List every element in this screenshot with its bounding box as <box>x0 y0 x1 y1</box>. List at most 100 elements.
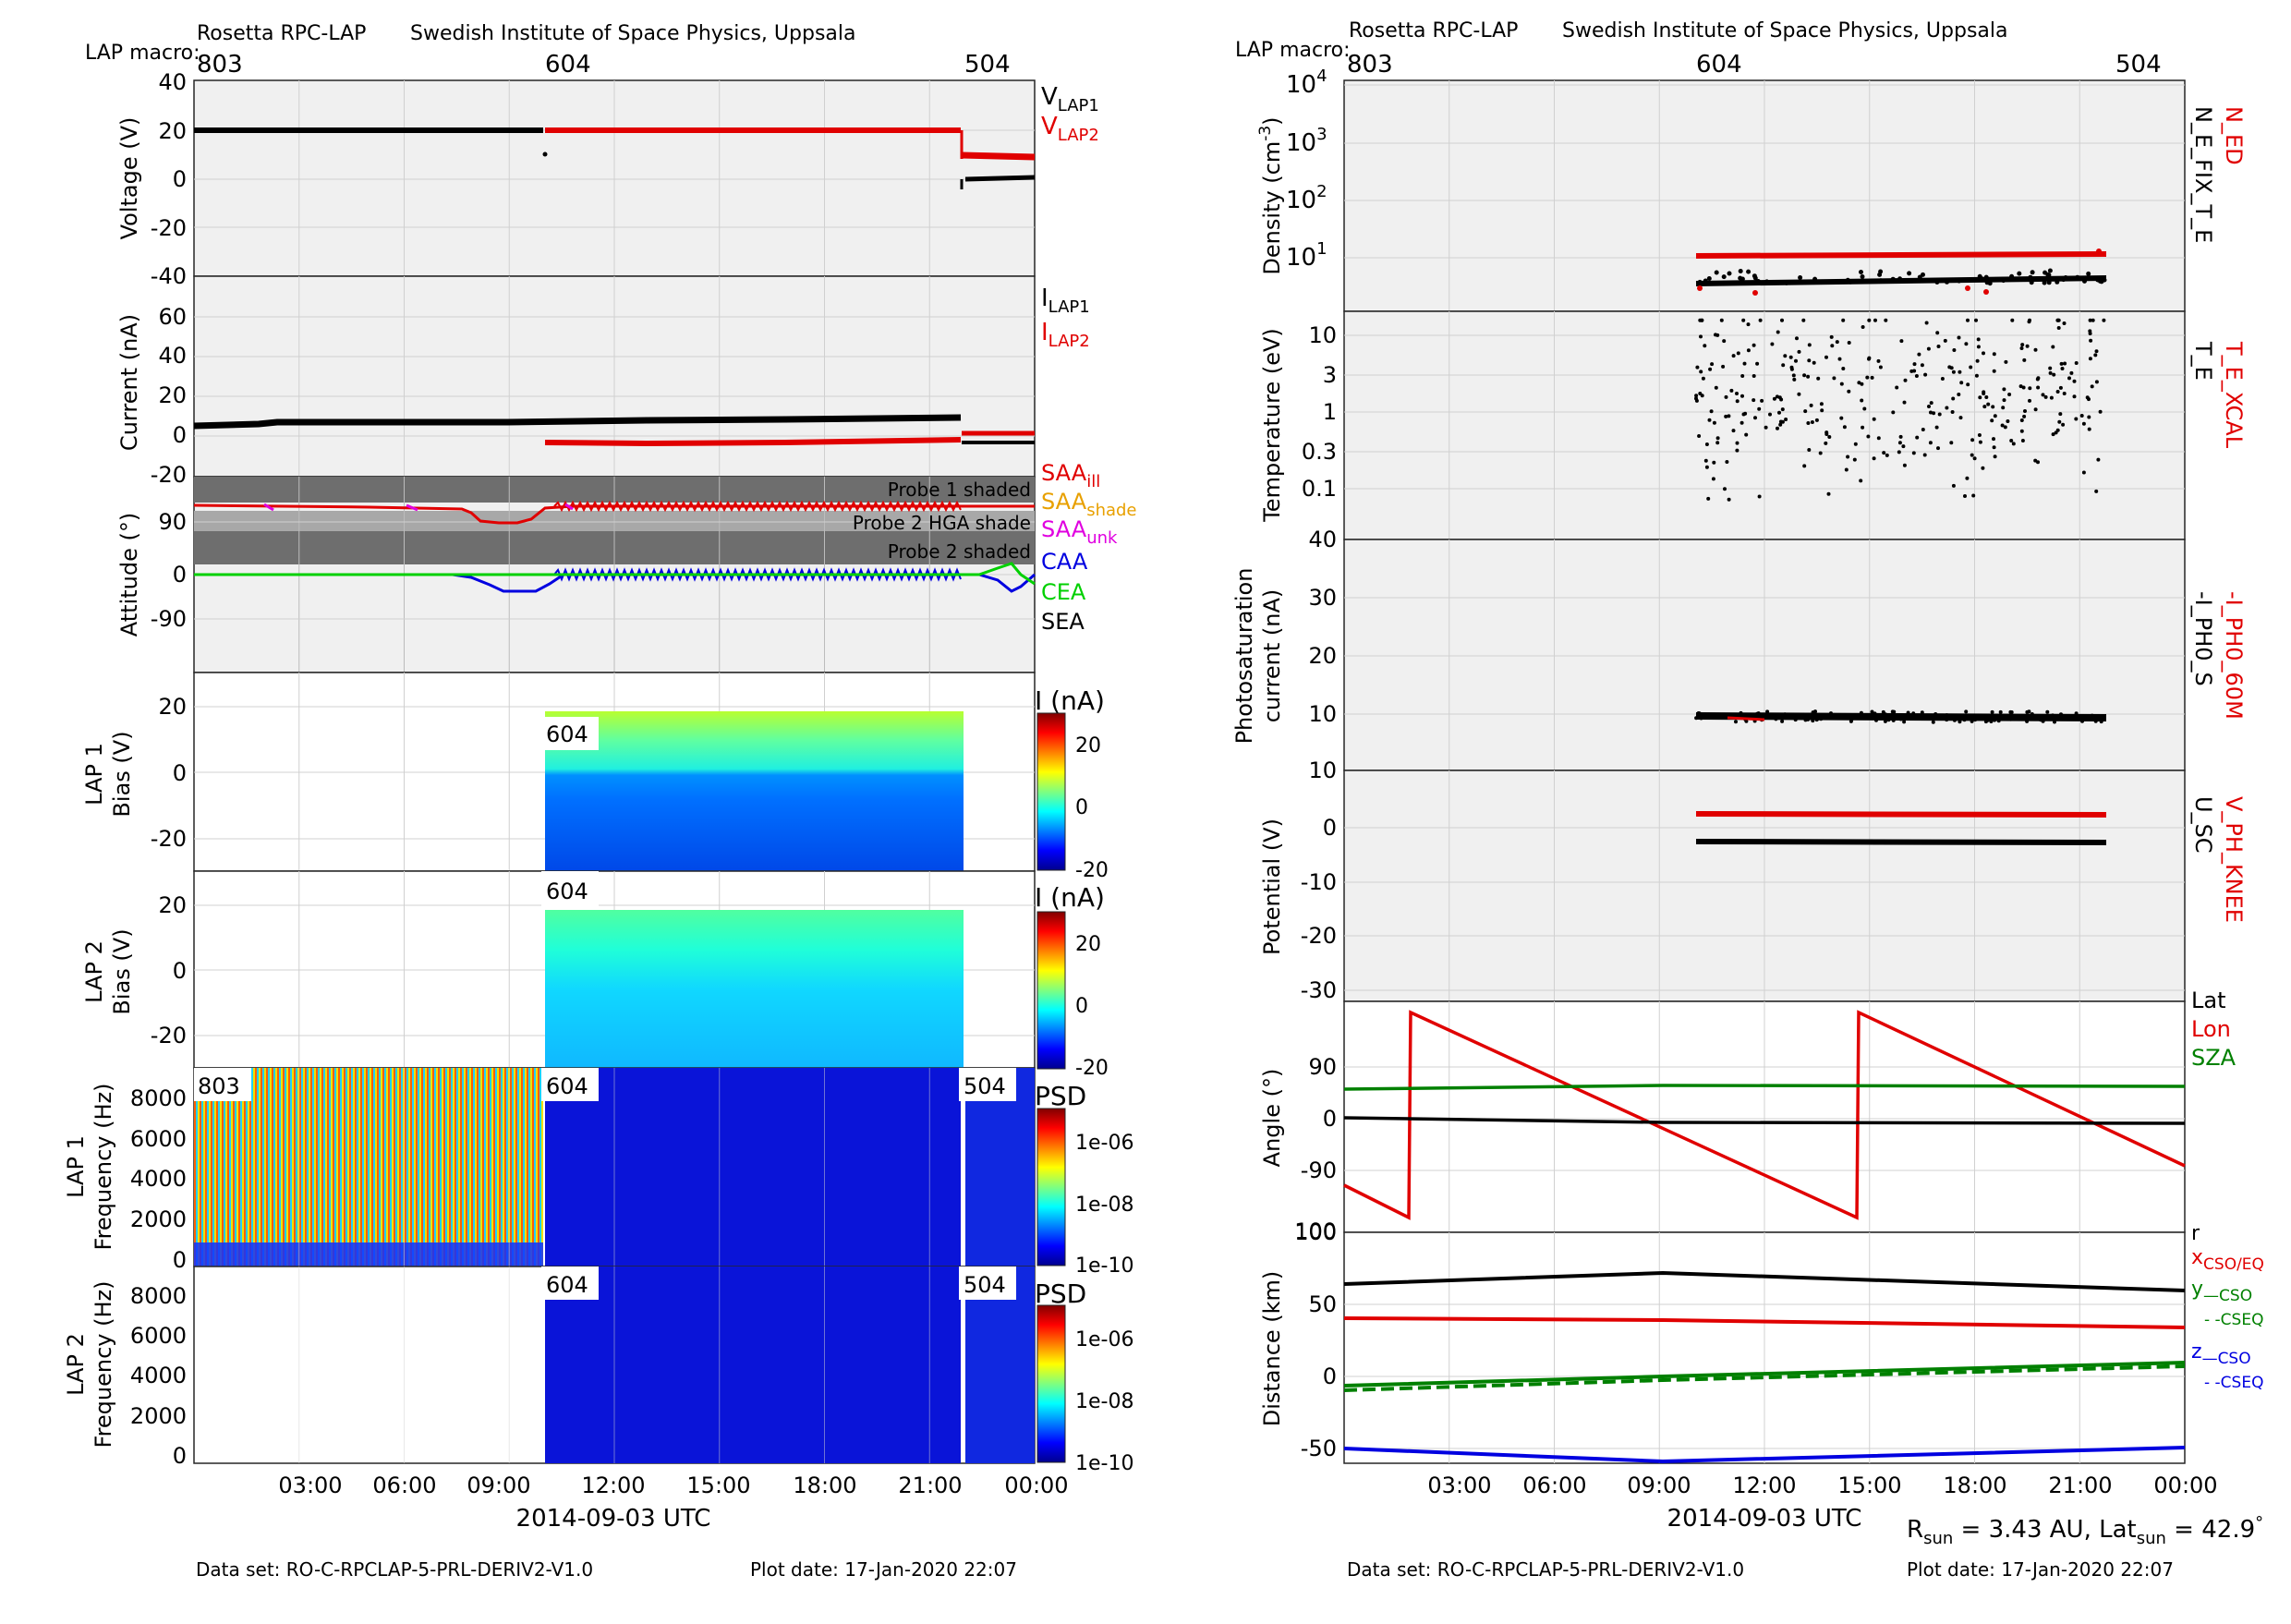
temperature-point <box>1832 376 1836 381</box>
density-tick: 103 <box>1286 125 1327 157</box>
angle-ylabel: Angle (°) <box>1259 1069 1285 1168</box>
left-x-tick: 09:00 <box>467 1473 530 1498</box>
left-macro-label: LAP macro: <box>85 42 200 65</box>
density-point <box>1697 279 1703 285</box>
photosaturation-point <box>1894 715 1898 719</box>
temperature-grid <box>1344 311 2185 539</box>
photosaturation-point <box>1780 719 1785 723</box>
density-point <box>1845 277 1850 283</box>
voltage-tick: 0 <box>173 166 187 192</box>
photosaturation-legend: -I_PH0_60M -I_PH0_S <box>2190 591 2247 720</box>
distance-tick: 50 <box>1308 1291 1337 1317</box>
right-instrument-label: Rosetta RPC-LAP <box>1349 19 1518 42</box>
temperature-point <box>1827 435 1832 439</box>
temperature-point <box>1735 392 1739 395</box>
temperature-point <box>1707 418 1712 422</box>
photosaturation-point <box>1891 718 1896 722</box>
temperature-point <box>2023 409 2027 413</box>
cbar-tick: 20 <box>1075 933 1101 956</box>
density-point <box>2009 273 2015 279</box>
temperature-point <box>1903 378 1908 382</box>
temperature-point <box>1697 434 1702 438</box>
attitude-legend: SAAill SAAshade SAAunk CAA CEA SEA <box>1041 460 1137 635</box>
temperature-point <box>1853 442 1858 446</box>
temperature-point <box>1709 409 1714 414</box>
distance-grid <box>1344 1232 2185 1463</box>
temperature-point <box>2056 326 2061 330</box>
photosaturation-point <box>1883 715 1887 720</box>
temperature-point <box>1694 394 1699 398</box>
temperature-point <box>2055 428 2060 432</box>
temperature-point <box>1714 385 1718 390</box>
density-point <box>1714 270 1719 275</box>
density-point <box>2097 278 2103 284</box>
photosaturation-point <box>1873 716 1876 721</box>
right-plot-date: Plot date: 17-Jan-2020 22:07 <box>1907 1558 2174 1581</box>
temperature-point <box>2067 376 2071 381</box>
temperature-point <box>1978 395 1982 400</box>
photosaturation-point <box>1962 718 1967 722</box>
photosaturation-point <box>1811 710 1815 715</box>
temperature-point <box>2002 387 2006 392</box>
left-macro-504: 504 <box>964 51 1011 79</box>
density-y-ticks: 104 103 102 101 <box>1286 67 1327 272</box>
temperature-point <box>1920 363 1924 368</box>
angle-tick: -90 <box>1301 1157 1337 1183</box>
temperature-point <box>1703 458 1708 463</box>
lap1-freq-tag-803: 803 <box>198 1073 240 1099</box>
lap2-bias-tick: 0 <box>173 958 187 984</box>
lap1-bias-heatmap <box>545 711 964 871</box>
photosaturation-point <box>1838 713 1843 718</box>
temperature-point <box>1901 444 1906 449</box>
temperature-point <box>2094 349 2099 354</box>
temperature-point <box>1746 348 1751 353</box>
phot-tick: 10 <box>1308 757 1337 783</box>
temperature-point <box>2052 372 2056 377</box>
temperature-point <box>1752 398 1756 403</box>
temperature-point <box>1776 426 1779 430</box>
temperature-point <box>1958 416 1963 420</box>
temperature-point <box>1727 414 1731 418</box>
temperature-point <box>1951 396 1956 401</box>
density-point <box>2030 270 2035 275</box>
density-point <box>1945 279 1949 285</box>
voltage-y-ticks: 40 20 0 -20 -40 <box>151 69 187 289</box>
temperature-point <box>1706 496 1711 501</box>
lap2-freq-tick: 6000 <box>130 1323 187 1349</box>
temperature-point <box>1963 494 1967 498</box>
legend-i-ph0-60m: -I_PH0_60M <box>2221 591 2247 720</box>
attitude-tick: 90 <box>158 509 187 535</box>
temperature-point <box>2007 393 2012 396</box>
current-tick: 20 <box>158 382 187 408</box>
lap1-freq-cbar-ticks: 1e-06 1e-08 1e-10 <box>1075 1132 1133 1278</box>
density-point <box>2082 278 2087 284</box>
temperature-point <box>2094 489 2099 493</box>
temperature-point <box>2018 384 2023 389</box>
lap2-bias-tag-box <box>541 871 599 908</box>
temperature-point <box>1977 433 1982 437</box>
lap1-bias-colorbar <box>1036 712 1066 871</box>
density-n-e-fix-line <box>1695 275 2107 286</box>
photosaturation-point <box>1964 709 1969 714</box>
photosaturation-point <box>2090 713 2094 718</box>
density-point <box>2045 272 2051 277</box>
left-x-tick: 06:00 <box>372 1473 436 1498</box>
current-lap2-line <box>544 437 962 447</box>
angle-tick: 100 <box>1294 1218 1337 1244</box>
lap1-bias-tag-box <box>541 717 599 750</box>
voltage-tick: -20 <box>151 215 187 241</box>
temperature-point <box>1768 412 1772 417</box>
density-tick: 102 <box>1286 182 1327 214</box>
angle-sza-line <box>1343 1084 2186 1091</box>
temperature-point <box>1841 318 1846 322</box>
attitude-saa-unk-mark <box>564 503 574 511</box>
temperature-point <box>1741 318 1746 322</box>
temperature-point <box>1940 377 1945 381</box>
attitude-tick: -90 <box>151 606 187 632</box>
temperature-point <box>1810 420 1814 424</box>
temperature-point <box>1802 464 1807 468</box>
legend-saa-ill: SAAill <box>1041 460 1100 491</box>
left-x-ticks: 03:00 06:00 09:00 12:00 15:00 18:00 21:0… <box>278 1473 1068 1498</box>
photosaturation-point <box>1816 716 1821 721</box>
photosaturation-point <box>1783 715 1788 720</box>
